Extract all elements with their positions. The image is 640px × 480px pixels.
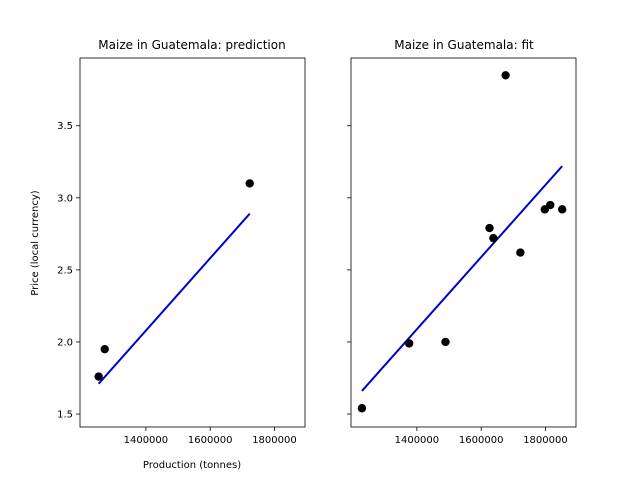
fit-regression-line: [361, 165, 563, 392]
fit-data-point: [557, 205, 567, 214]
prediction-axes-frame: [79, 57, 306, 428]
fit-data-point: [489, 233, 498, 243]
fit-panel: Maize in Guatemala: fit 1400000 1600000 18…: [347, 38, 577, 446]
prediction-y-tick-label: 3.0: [57, 193, 73, 204]
fit-plot-area: 1400000 1600000 1800000: [347, 57, 577, 446]
prediction-y-axis-label: Price (local currency): [30, 190, 41, 296]
prediction-regression-line: [97, 213, 251, 385]
fit-data-point: [485, 223, 494, 233]
prediction-x-tick-label: 1400000: [124, 435, 169, 446]
fit-title: Maize in Guatemala: fit: [394, 38, 534, 52]
fit-data-point: [357, 404, 367, 413]
prediction-data-point: [94, 372, 103, 381]
fit-data-point: [546, 200, 555, 210]
prediction-y-tick-label: 2.0: [57, 337, 73, 348]
prediction-y-tick-label: 1.5: [57, 410, 73, 421]
prediction-y-tick-label: 3.5: [57, 121, 73, 132]
prediction-data-point: [245, 179, 254, 188]
fit-x-tick-label: 1600000: [459, 435, 504, 446]
fit-data-point: [501, 71, 510, 80]
prediction-panel: Maize in Guatemala: prediction Productio…: [30, 38, 306, 471]
prediction-x-axis-label: Production (tonnes): [143, 460, 241, 471]
fit-data-point: [441, 337, 450, 347]
prediction-x-tick-label: 1600000: [188, 435, 233, 446]
prediction-data-point: [100, 344, 109, 354]
prediction-title: Maize in Guatemala: prediction: [98, 38, 285, 52]
prediction-x-tick-label: 1800000: [252, 435, 297, 446]
fit-data-point: [516, 248, 525, 257]
fit-axes-frame: [350, 57, 577, 428]
prediction-y-tick-label: 2.5: [57, 265, 73, 276]
fit-x-tick-label: 1400000: [395, 435, 440, 446]
fit-x-tick-label: 1800000: [523, 435, 568, 446]
prediction-plot-area: 1400000 1600000 1800000 1.5 2.0 2.5 3.0 3.5: [57, 57, 306, 446]
fit-data-point: [404, 339, 414, 348]
